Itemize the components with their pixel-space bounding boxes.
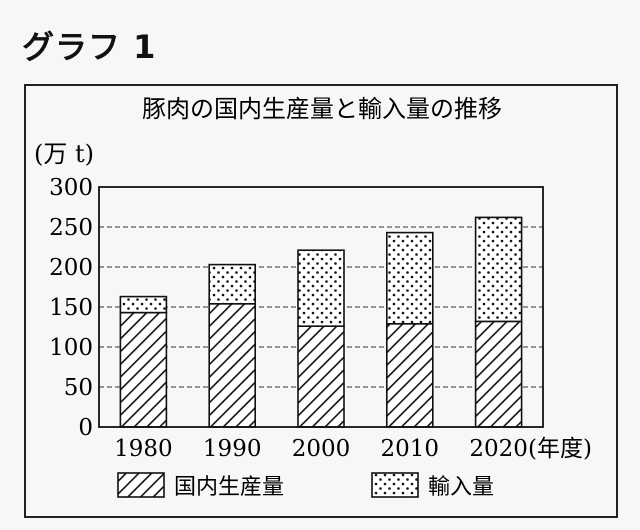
legend-swatch (117, 472, 165, 498)
graph-label: グラフ 1 (22, 28, 157, 66)
chart-frame (24, 84, 618, 518)
y-tick-label: 300 (49, 175, 93, 201)
bar-segment-domestic (474, 320, 523, 428)
y-tick-label: 0 (78, 415, 93, 441)
x-tick-label: 2000 (292, 436, 351, 462)
bar-segment-import (119, 295, 168, 314)
x-axis-unit: (年度) (528, 436, 592, 462)
y-tick-label: 250 (49, 215, 93, 241)
chart-title: 豚肉の国内生産量と輸入量の推移 (142, 95, 502, 123)
y-tick-label: 150 (49, 295, 93, 321)
y-tick-label: 100 (49, 335, 93, 361)
x-tick-label: 2010 (381, 436, 440, 462)
legend-label: 輸入量 (428, 475, 494, 500)
bar-segment-import (208, 263, 256, 305)
bar-segment-import (297, 249, 345, 327)
bar-segment-domestic (208, 302, 256, 428)
bar-segment-domestic (297, 325, 345, 428)
y-tick-label: 200 (49, 255, 93, 281)
y-tick-label: 50 (64, 375, 93, 401)
bar-segment-domestic (385, 322, 434, 428)
plot-area (98, 186, 544, 428)
bar-segment-import (474, 216, 523, 323)
bar-segment-domestic (119, 311, 168, 428)
legend-label: 国内生産量 (174, 475, 284, 500)
bar-segment-import (385, 231, 434, 325)
x-tick-label: 1990 (203, 436, 262, 462)
legend-swatch (371, 472, 419, 498)
y-axis-unit: (万 t) (34, 140, 94, 168)
x-tick-label: 1980 (114, 436, 173, 462)
x-tick-label: 2020 (469, 436, 528, 462)
